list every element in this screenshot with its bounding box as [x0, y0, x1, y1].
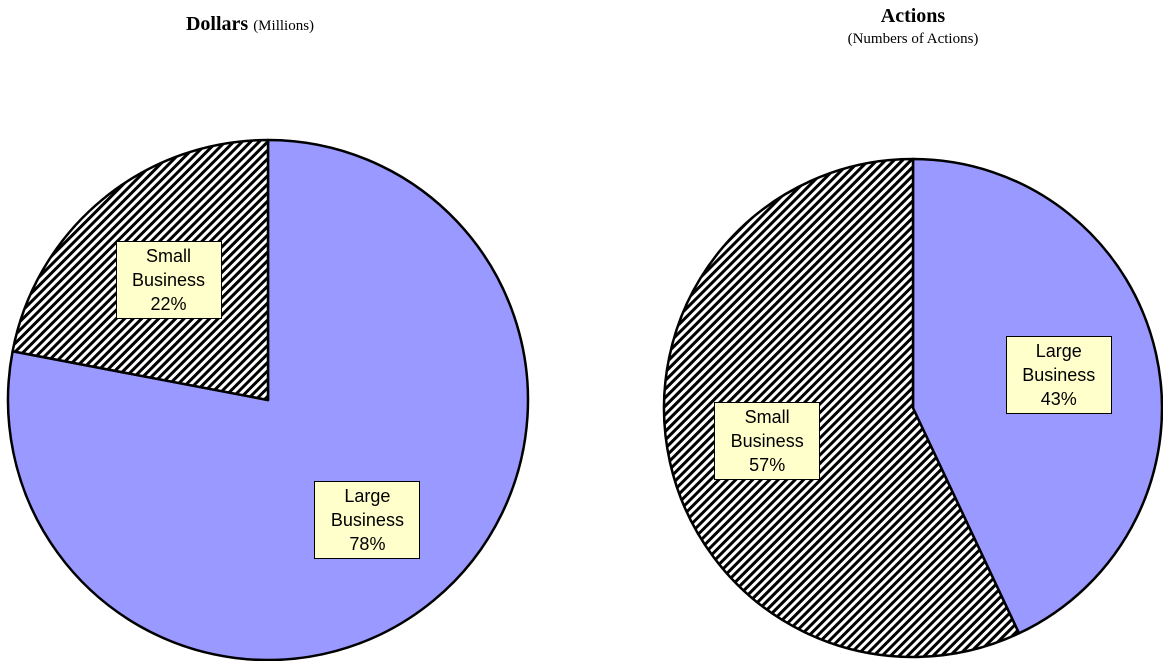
label-category: Large Business [1022, 341, 1096, 386]
label-value: 22% [150, 293, 187, 314]
title: Dollars [186, 13, 248, 35]
data-label: Large Business 78% [314, 481, 421, 560]
data-label: Large Business 43% [1005, 336, 1112, 415]
chart-title: Actions [881, 5, 946, 27]
pie-slice [662, 157, 1021, 659]
label-category: Large Business [330, 486, 404, 531]
label-category: Small Business [132, 245, 206, 290]
label-value: 57% [749, 454, 786, 475]
label-value: 43% [1040, 389, 1077, 410]
data-label: Small Business 22% [115, 240, 222, 319]
subtitle: (Millions) [253, 18, 314, 34]
chart-subtitle: (Numbers of Actions) [848, 31, 979, 47]
label-value: 78% [349, 534, 386, 555]
data-label: Small Business 57% [714, 401, 821, 480]
chart-title: Dollars (Millions) [186, 13, 314, 35]
label-category: Small Business [730, 406, 804, 451]
